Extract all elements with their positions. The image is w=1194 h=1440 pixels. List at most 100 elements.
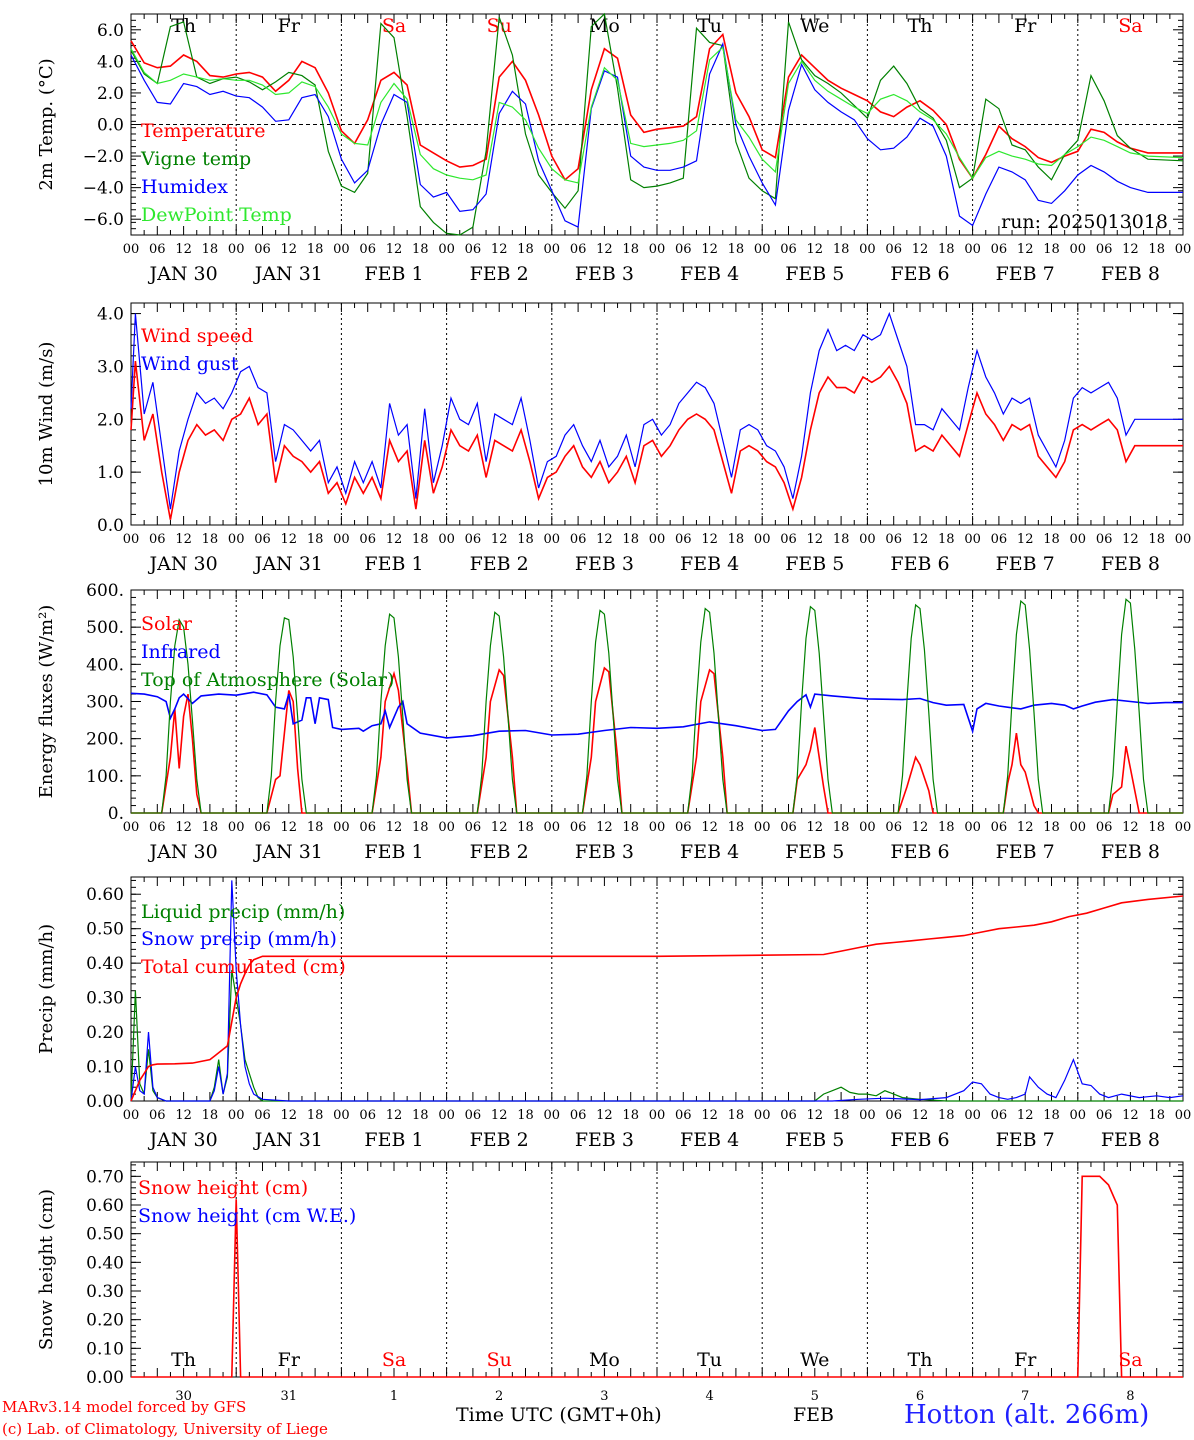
weekday-label: Th [171,15,196,37]
date-label: FEB 5 [785,553,844,575]
hour-label: 12 [281,1108,298,1123]
legend-entry: Wind speed [141,325,253,347]
hour-label: 06 [885,532,902,547]
hour-label: 00 [1175,1108,1192,1123]
hour-label: 18 [1043,1108,1060,1123]
hour-label: 12 [807,1108,824,1123]
series-line-infrared [130,691,1183,739]
hour-label: 18 [833,532,850,547]
date-label: FEB 3 [575,1129,634,1151]
weekday-label: Fr [1014,15,1037,37]
date-label: FEB 7 [996,263,1055,285]
hour-label: 18 [938,532,955,547]
hour-label: 12 [912,820,929,835]
hour-label: 18 [728,242,745,257]
y-tick-label: 200. [86,730,124,750]
hour-label: 06 [359,820,376,835]
y-axis-label: Snow height (cm) [36,1189,57,1350]
station-name: Hotton (alt. 266m) [904,1400,1150,1430]
legend-entry: Wind gust [141,353,239,375]
series-line-total-cumulated-cm [130,895,1184,1102]
hour-label: 00 [859,1108,876,1123]
hour-label: 06 [149,1108,166,1123]
hour-label: 06 [570,820,587,835]
legend-entry: Top of Atmosphere (Solar) [141,669,394,691]
y-tick-label: 0.30 [86,989,124,1009]
hour-label: 00 [754,820,771,835]
hour-label: 00 [1070,242,1087,257]
y-tick-label: 0.00 [86,1368,124,1388]
y-axis-label: 10m Wind (m/s) [36,342,57,487]
hour-label: 12 [386,820,403,835]
hour-label: 00 [123,532,140,547]
hour-label: 06 [1096,242,1113,257]
date-label: FEB 3 [575,841,634,863]
hour-label: 06 [570,532,587,547]
hour-label: 00 [438,242,455,257]
weekday-label: Mo [589,15,620,37]
hour-label: 00 [333,532,350,547]
series-line-wind-speed [130,361,1183,520]
date-label: FEB 8 [1101,553,1160,575]
hour-label: 00 [754,532,771,547]
hour-label: 12 [491,242,508,257]
hour-label: 18 [1148,242,1165,257]
hour-label: 18 [622,242,639,257]
y-tick-label: 0.10 [86,1058,124,1078]
day-number-label: 8 [1126,1389,1134,1404]
hour-label: 18 [833,820,850,835]
hour-label: 00 [544,1108,561,1123]
date-label: JAN 31 [253,1129,323,1151]
y-tick-label: 400. [86,655,124,675]
hour-label: 06 [359,1108,376,1123]
hour-label: 06 [465,242,482,257]
date-label: FEB 7 [996,553,1055,575]
hour-label: 12 [1122,820,1139,835]
hour-label: 00 [649,1108,666,1123]
hour-label: 06 [254,532,271,547]
hour-label: 00 [333,1108,350,1123]
y-tick-label: 0.50 [86,1225,124,1245]
weekday-label: Tu [697,15,722,37]
hour-label: 00 [438,1108,455,1123]
hour-label: 18 [412,532,429,547]
run-label: run: 2025013018 [1001,211,1168,233]
series-line-top-of-atmosphere-solar [131,598,1183,814]
date-label: JAN 31 [253,553,323,575]
y-tick-label: 600. [86,581,124,601]
weekday-label: Su [487,15,512,37]
y-tick-label: 0.00 [86,1092,124,1112]
hour-label: 12 [281,242,298,257]
hour-label: 18 [307,1108,324,1123]
y-tick-label: −6.0 [83,210,124,230]
hour-label: 12 [175,1108,192,1123]
series-line-wind-gust [130,311,1183,510]
hour-label: 18 [202,1108,219,1123]
y-axis-label: 2m Temp. (°C) [36,58,57,190]
y-tick-label: 100. [86,767,124,787]
hour-label: 12 [701,242,718,257]
series-line-humidex [130,41,1183,229]
hour-label: 06 [675,820,692,835]
weekday-label: Su [487,1349,512,1371]
hour-label: 18 [728,820,745,835]
legend-entry: Infrared [141,641,221,663]
legend-entry: Snow height (cm) [138,1177,308,1199]
hour-label: 06 [675,1108,692,1123]
hour-label: 06 [149,532,166,547]
hour-label: 06 [780,820,797,835]
hour-label: 00 [1070,1108,1087,1123]
hour-label: 06 [991,820,1008,835]
y-tick-label: 0.30 [86,1282,124,1302]
day-number-label: 6 [916,1389,924,1404]
hour-label: 12 [175,242,192,257]
hour-label: 06 [359,242,376,257]
date-label: FEB 1 [364,1129,423,1151]
hour-label: 00 [649,820,666,835]
date-label: FEB 5 [785,1129,844,1151]
y-tick-label: 0. [108,804,124,824]
y-tick-label: 2.0 [97,84,124,104]
y-tick-label: 1.0 [97,463,124,483]
hour-label: 00 [228,1108,245,1123]
